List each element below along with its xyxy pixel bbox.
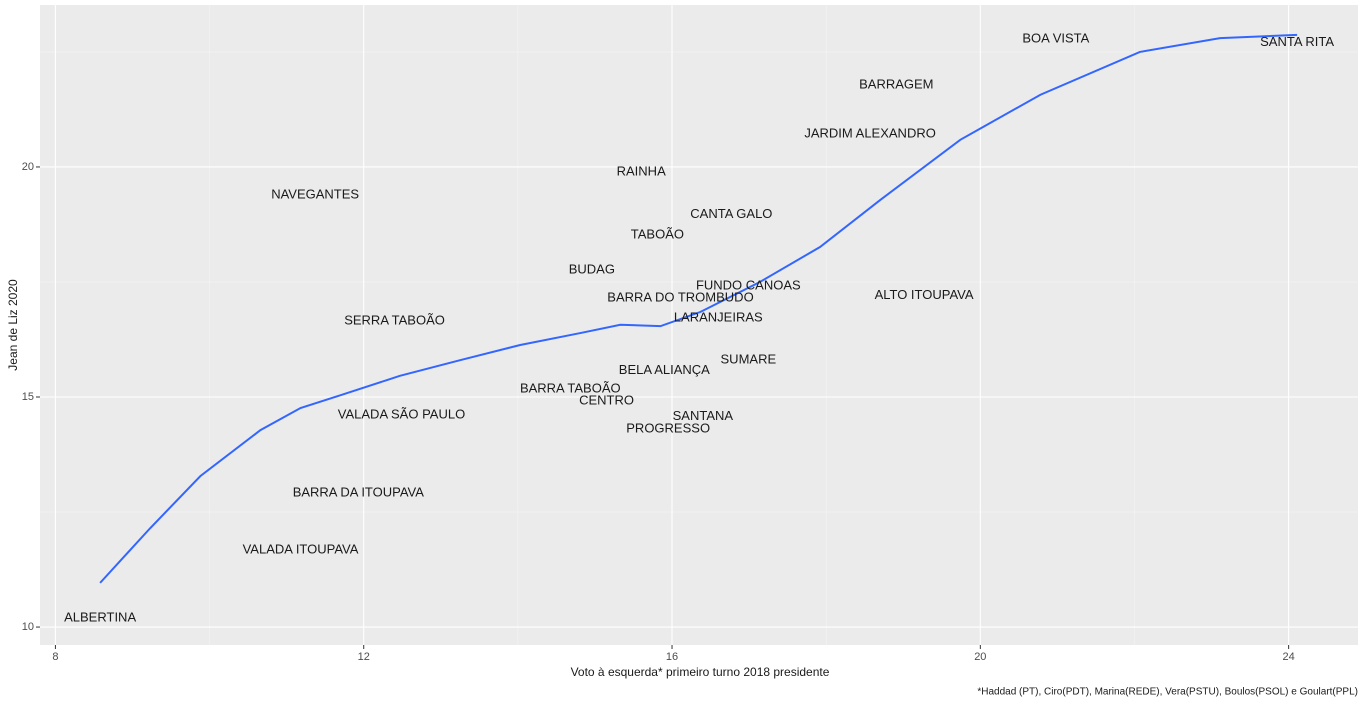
point-label: VALADA SÃO PAULO <box>338 406 465 421</box>
point-label: ALBERTINA <box>64 609 136 624</box>
smooth-line <box>99 33 1298 584</box>
point-label: SANTANA <box>673 408 734 423</box>
y-tick-label: 15 <box>22 391 34 403</box>
y-tick-label: 10 <box>22 621 34 633</box>
x-tick-label: 8 <box>52 651 58 663</box>
point-label: VALADA ITOUPAVA <box>243 542 359 557</box>
point-label: JARDIM ALEXANDRO <box>804 125 935 140</box>
y-tick-label: 20 <box>22 161 34 173</box>
point-label: PROGRESSO <box>626 421 710 436</box>
point-label: BARRA TABOÃO <box>520 381 621 396</box>
x-axis-title: Voto à esquerda* primeiro turno 2018 pre… <box>571 665 830 679</box>
point-label: SANTA RITA <box>1260 34 1334 49</box>
point-label: BARRAGEM <box>859 76 933 91</box>
point-label: ALTO ITOUPAVA <box>875 287 974 302</box>
caption: *Haddad (PT), Ciro(PDT), Marina(REDE), V… <box>977 687 1358 698</box>
x-tick-label: 16 <box>666 651 678 663</box>
x-tick-label: 12 <box>358 651 370 663</box>
point-label: BARRA DA ITOUPAVA <box>293 485 425 500</box>
point-label: CENTRO <box>579 393 634 408</box>
point-label: SUMARE <box>721 352 777 367</box>
point-label: NAVEGANTES <box>271 186 359 201</box>
point-label: BUDAG <box>569 261 615 276</box>
point-label: BELA ALIANÇA <box>619 362 710 377</box>
point-label: TABOÃO <box>631 226 684 241</box>
point-label: LARANJEIRAS <box>674 309 763 324</box>
point-label: FUNDO CANOAS <box>696 278 801 293</box>
point-label: RAINHA <box>617 163 666 178</box>
x-tick-label: 24 <box>1283 651 1295 663</box>
point-label: BOA VISTA <box>1022 30 1089 45</box>
point-label: CANTA GALO <box>690 206 772 221</box>
y-axis-title: Jean de Liz 2020 <box>6 279 20 371</box>
point-label: SERRA TABOÃO <box>344 313 445 328</box>
panel <box>40 5 1358 645</box>
point-label: BARRA DO TROMBUDO <box>607 290 753 305</box>
x-tick-label: 20 <box>974 651 986 663</box>
